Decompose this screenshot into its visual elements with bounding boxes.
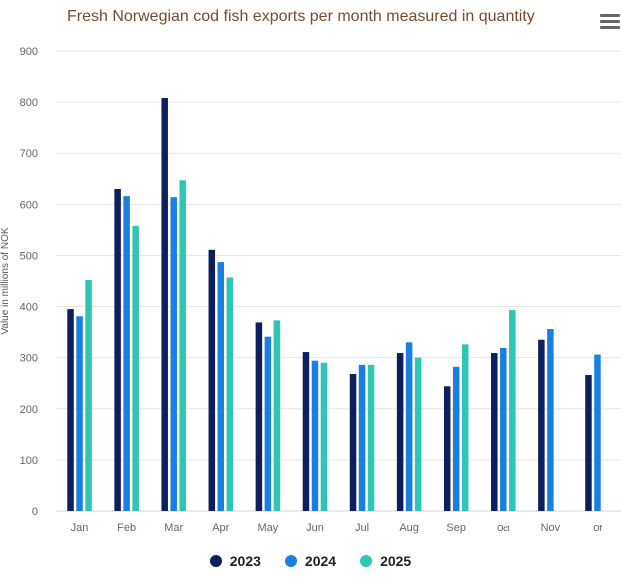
x-tick-label: Mar — [164, 522, 183, 534]
y-tick-label: 300 — [20, 353, 38, 365]
x-tick-label: Of — [593, 524, 602, 533]
y-tick-label: 100 — [20, 455, 38, 467]
legend-item-2025[interactable]: 2025 — [360, 553, 411, 569]
y-tick-label: 600 — [20, 199, 38, 211]
legend-swatch — [209, 555, 222, 567]
bar-2025-apr[interactable] — [226, 277, 234, 511]
bar-2025-jun[interactable] — [320, 362, 328, 511]
legend-label: 2023 — [229, 553, 261, 569]
bar-2023-feb[interactable] — [114, 189, 121, 511]
y-tick-label: 200 — [20, 404, 38, 416]
bar-2023-of[interactable] — [585, 375, 592, 511]
bar-2025-mar[interactable] — [179, 180, 186, 512]
legend-item-2024[interactable]: 2024 — [284, 553, 337, 569]
legend-item-2023[interactable]: 2023 — [209, 553, 261, 569]
x-tick-label: Apr — [212, 522, 229, 534]
legend-label: 2025 — [380, 553, 412, 569]
bar-2023-apr[interactable] — [208, 249, 216, 512]
bar-2025-feb[interactable] — [132, 225, 139, 512]
bar-2023-aug[interactable] — [396, 353, 404, 511]
bar-2024-jul[interactable] — [358, 364, 366, 511]
x-tick-label: Jun — [306, 522, 324, 534]
bar-2023-oct[interactable] — [491, 353, 498, 511]
bar-2024-mar[interactable] — [170, 197, 177, 511]
y-tick-label: 900 — [20, 46, 38, 58]
x-tick-label: Oct — [497, 524, 510, 533]
bar-2024-jan[interactable] — [76, 316, 83, 511]
legend-swatch — [360, 555, 373, 567]
bar-2023-sep[interactable] — [443, 386, 451, 511]
y-tick-label: 700 — [20, 148, 38, 160]
x-tick-label: Nov — [541, 522, 561, 534]
bar-2024-of[interactable] — [594, 354, 601, 511]
x-tick-label: Aug — [399, 522, 419, 534]
x-tick-label: Jul — [355, 522, 369, 534]
bar-2024-oct[interactable] — [500, 347, 507, 511]
y-tick-label: 400 — [20, 302, 38, 314]
y-tick-label: 0 — [32, 506, 38, 518]
bar-2025-aug[interactable] — [414, 357, 422, 511]
x-tick-label: Sep — [446, 522, 466, 534]
legend-swatch — [284, 555, 297, 567]
bar-2023-jul[interactable] — [349, 374, 357, 511]
bar-2024-feb[interactable] — [123, 196, 130, 511]
bar-2024-aug[interactable] — [405, 342, 413, 511]
bar-2023-jun[interactable] — [302, 352, 310, 511]
bar-2023-may[interactable] — [255, 322, 263, 511]
y-tick-label: 500 — [20, 250, 38, 262]
y-tick-label: 800 — [20, 97, 38, 109]
bar-2024-may[interactable] — [264, 336, 272, 511]
bar-2025-jan[interactable] — [85, 279, 92, 511]
x-tick-label: Feb — [117, 522, 136, 534]
bar-2024-apr[interactable] — [217, 262, 225, 511]
bar-2025-may[interactable] — [273, 320, 281, 511]
bar-2023-jan[interactable] — [67, 309, 74, 511]
bar-2025-jul[interactable] — [367, 364, 375, 511]
legend: 2023 2024 2025 — [0, 553, 621, 569]
y-axis-title: Value in millions of NOK — [0, 227, 11, 334]
bar-2025-oct[interactable] — [509, 310, 516, 511]
chart-title: Fresh Norwegian cod fish exports per mon… — [67, 8, 535, 25]
bar-2024-nov[interactable] — [547, 329, 554, 511]
bar-2024-sep[interactable] — [452, 366, 460, 511]
bar-2023-mar[interactable] — [161, 98, 168, 512]
bar-2023-nov[interactable] — [538, 339, 545, 511]
bar-2024-jun[interactable] — [311, 360, 319, 511]
x-tick-label: May — [257, 522, 278, 534]
x-tick-label: Jan — [71, 522, 89, 534]
legend-label: 2024 — [304, 553, 337, 569]
menu-icon[interactable] — [600, 14, 620, 32]
bar-2025-sep[interactable] — [461, 344, 469, 511]
